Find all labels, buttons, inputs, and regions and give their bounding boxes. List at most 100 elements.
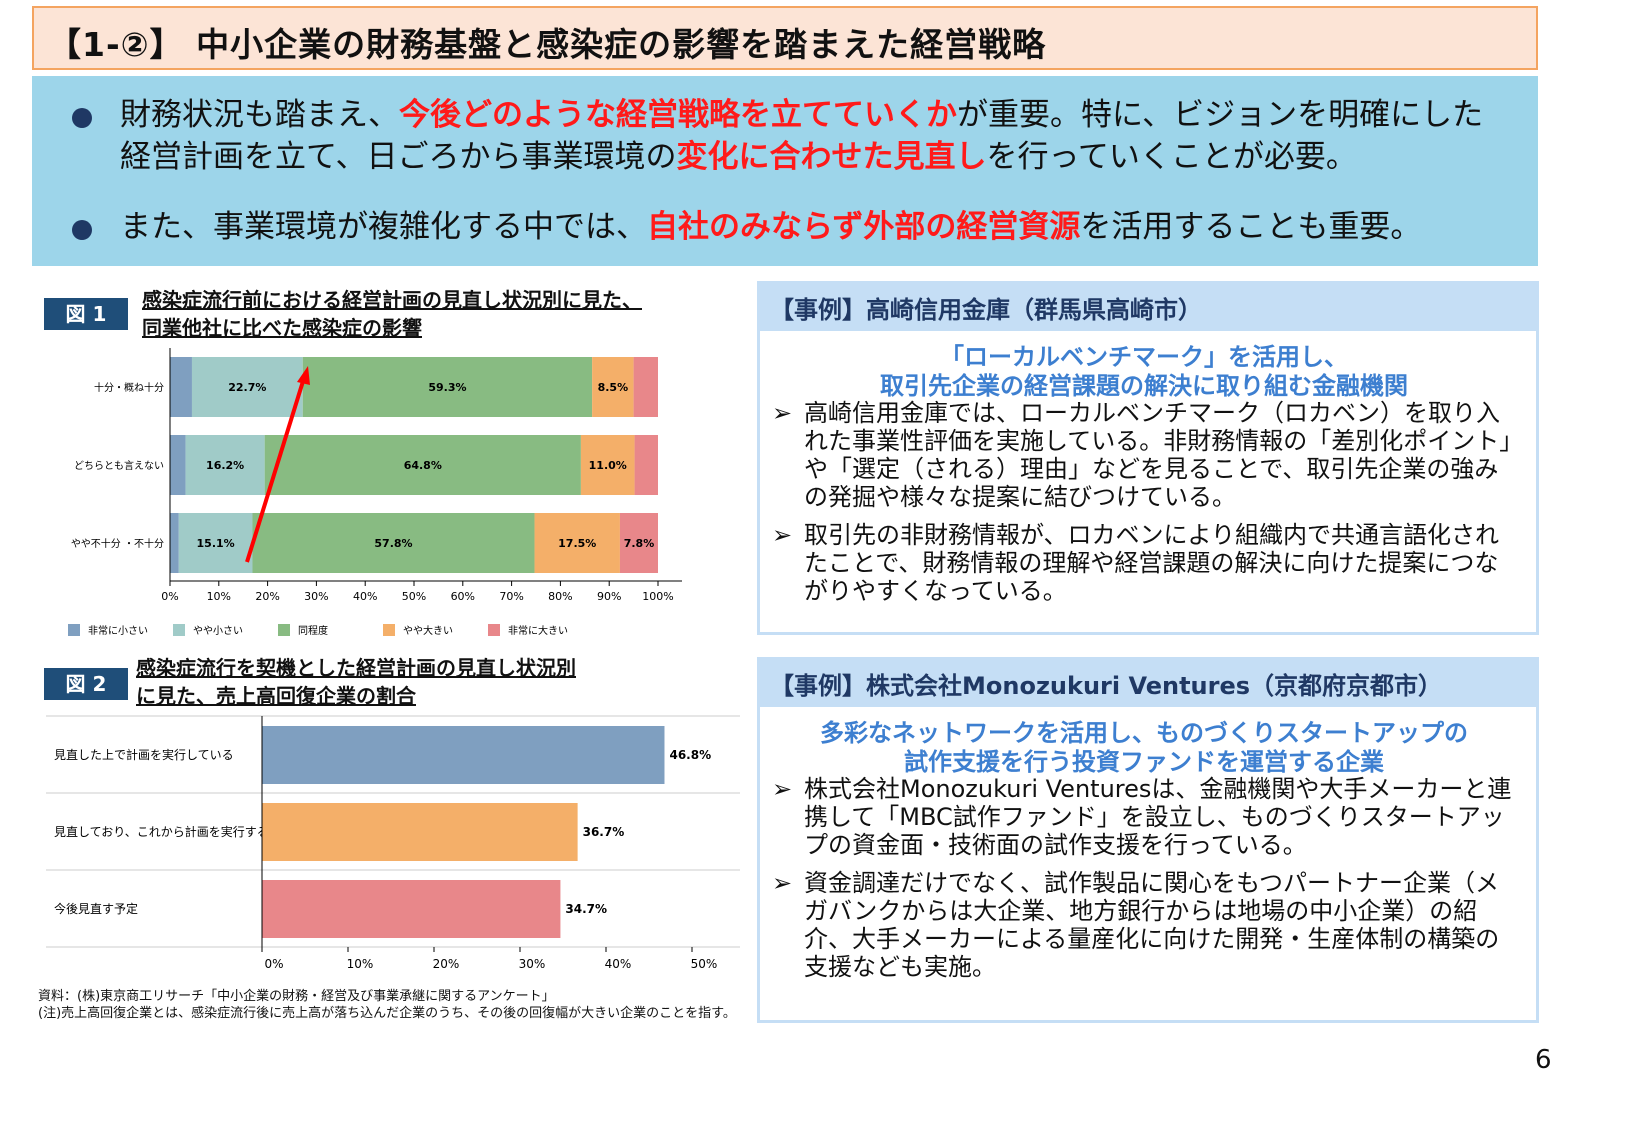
bar-segment (178, 513, 253, 573)
category-label: 今後見直す予定 (54, 901, 138, 916)
category-label: 見直しており、これから計画を実行する (54, 824, 269, 839)
item-text: 高崎信用金庫では、ローカルベンチマーク（ロカベン）を取り入れた事業性評価を実施し… (804, 399, 1512, 511)
summary-bullet-1: 財務状況も踏まえ、今後どのような経営戦略を立てていくかが重要。特に、ビジョンを明… (72, 94, 1512, 178)
data-label: 11.0% (589, 459, 627, 472)
footnote: (注)売上高回復企業とは、感染症流行後に売上高が落ち込んだ企業のうち、その後の回… (38, 1006, 736, 1021)
arrow-bullet-icon: ➢ (772, 399, 793, 427)
fig1-title-line2: 同業他社に比べた感染症の影響 (142, 316, 422, 340)
legend-label: 非常に小さい (88, 624, 148, 637)
bullet-dot-icon (72, 108, 92, 128)
fig2-title-line1: 感染症流行を契機とした経営計画の見直し状況別 (136, 656, 576, 680)
bar-segment (185, 435, 265, 495)
x-tick-label: 20% (433, 957, 460, 971)
category-label: 十分・概ね十分 (94, 381, 164, 394)
data-label: 15.1% (197, 537, 235, 550)
summary-bullet-2: また、事業環境が複雑化する中では、自社のみならず外部の経営資源を活用することも重… (72, 206, 1512, 248)
fig2-label: 図 2 (44, 668, 128, 700)
item-text: 取引先の非財務情報が、ロカベンにより組織内で共通言語化されたことで、財務情報の理… (804, 521, 1500, 605)
x-tick-label: 40% (353, 590, 377, 603)
data-label: 16.2% (206, 459, 244, 472)
bar-segment (264, 435, 581, 495)
bar-segment (580, 435, 635, 495)
bar (262, 803, 578, 861)
case-2-header: 【事例】株式会社Monozukuri Ventures（京都府京都市） (760, 660, 1536, 707)
data-label: 8.5% (598, 381, 629, 394)
summary-box: 財務状況も踏まえ、今後どのような経営戦略を立てていくかが重要。特に、ビジョンを明… (32, 76, 1538, 266)
x-tick-label: 30% (304, 590, 328, 603)
category-label: どちらとも言えない (74, 459, 164, 472)
text: が重要。特に、ビジョンを明確にした経営計画を立て、日ごろから事業環境の (120, 97, 1484, 175)
bullet-dot-icon (72, 220, 92, 240)
arrow-bullet-icon: ➢ (772, 775, 793, 803)
slide-title: 【1-②】 中小企業の財務基盤と感染症の影響を踏まえた経営戦略 (32, 6, 1538, 70)
highlight: 今後どのような経営戦略を立てていくか (399, 97, 957, 133)
highlight: 変化に合わせた見直し (676, 139, 987, 175)
data-label: 59.3% (428, 381, 466, 394)
case-1-subtitle-1: 「ローカルベンチマーク」を活用し、 (940, 343, 1348, 371)
x-tick-label: 10% (207, 590, 231, 603)
x-tick-label: 90% (597, 590, 621, 603)
data-label: 46.8% (669, 748, 711, 762)
x-tick-label: 40% (605, 957, 632, 971)
x-tick-label: 20% (255, 590, 279, 603)
data-label: 36.7% (583, 825, 625, 839)
case-2-subtitle-1: 多彩なネットワークを活用し、ものづくりスタートアップの (820, 719, 1468, 747)
legend-swatch (488, 624, 500, 636)
case-2-subtitle-2: 試作支援を行う投資ファンドを運営する企業 (904, 748, 1384, 776)
legend-label: やや大きい (403, 624, 453, 637)
case-box-1: 【事例】高崎信用金庫（群馬県高崎市） 「ローカルベンチマーク」を活用し、 取引先… (757, 281, 1539, 635)
arrow-head-icon (297, 366, 310, 385)
x-tick-label: 10% (347, 957, 374, 971)
x-tick-label: 0% (264, 957, 283, 971)
data-label: 57.8% (374, 537, 412, 550)
bar-segment (534, 513, 620, 573)
case-1-item: ➢ 高崎信用金庫では、ローカルベンチマーク（ロカベン）を取り入れた事業性評価を実施… (768, 399, 1520, 511)
arrow-bullet-icon: ➢ (772, 521, 793, 549)
fig1-chart: 十分・概ね十分 22.7% 59.3% 8.5% どちらとも言えない 16.2% 64.8%… (68, 348, 682, 637)
text: また、事業環境が複雑化する中では、 (120, 209, 647, 245)
data-label: 64.8% (404, 459, 442, 472)
case-1-subtitle-2: 取引先企業の経営課題の解決に取り組む金融機関 (880, 372, 1408, 400)
data-label: 17.5% (558, 537, 596, 550)
x-tick-label: 80% (548, 590, 572, 603)
category-label: 見直した上で計画を実行している (54, 747, 234, 762)
item-text: 資金調達だけでなく、試作製品に関心をもつパートナー企業（メガバンクからは大企業、… (804, 869, 1500, 981)
page-number: 6 (1535, 1045, 1552, 1075)
highlight: 自社のみならず外部の経営資源 (647, 209, 1081, 245)
item-text: 株式会社Monozukuri Venturesは、金融機関や大手メーカーと連携し… (804, 775, 1512, 859)
case-box-2: 【事例】株式会社Monozukuri Ventures（京都府京都市） 多彩なネ… (757, 657, 1539, 1023)
x-tick-label: 30% (519, 957, 546, 971)
bar-segment (619, 513, 658, 573)
bar (262, 880, 561, 938)
text: を行っていくことが必要。 (986, 139, 1357, 175)
x-tick-label: 70% (499, 590, 523, 603)
fig2-title-line2: に見た、売上高回復企業の割合 (136, 684, 416, 708)
trend-arrow (245, 377, 306, 563)
case-1-item: ➢ 取引先の非財務情報が、ロカベンにより組織内で共通言語化されたことで、財務情報の… (768, 521, 1520, 605)
bar-segment (592, 357, 634, 417)
source-note: 資料：(株)東京商工リサーチ「中小企業の財務・経営及び事業承継に関するアンケート… (38, 989, 555, 1004)
x-tick-label: 50% (691, 957, 718, 971)
case-2-item: ➢ 株式会社Monozukuri Venturesは、金融機関や大手メーカーと連携… (768, 775, 1520, 859)
case-1-header: 【事例】高崎信用金庫（群馬県高崎市） (760, 284, 1536, 331)
legend-swatch (173, 624, 185, 636)
legend-label: やや小さい (193, 625, 243, 637)
bar (262, 726, 665, 784)
text: を活用することも重要。 (1080, 209, 1422, 245)
text: 財務状況も踏まえ、 (120, 97, 399, 133)
legend-swatch (383, 624, 395, 636)
x-tick-label: 60% (451, 590, 475, 603)
bar-segment (170, 513, 179, 573)
legend-label: 同程度 (298, 624, 328, 637)
data-label: 22.7% (228, 381, 266, 394)
arrow-bullet-icon: ➢ (772, 869, 793, 897)
case-2-item: ➢ 資金調達だけでなく、試作製品に関心をもつパートナー企業（メガバンクからは大企業… (768, 869, 1520, 981)
fig1-label: 図 1 (44, 298, 128, 330)
x-tick-label: 100% (642, 590, 673, 603)
legend-label: 非常に大きい (508, 624, 568, 637)
x-tick-label: 0% (161, 590, 178, 603)
bar-segment (170, 435, 186, 495)
legend-swatch (68, 624, 80, 636)
bar-segment (191, 357, 303, 417)
fig1-title-line1: 感染症流行前における経営計画の見直し状況別に見た、 (142, 288, 642, 312)
